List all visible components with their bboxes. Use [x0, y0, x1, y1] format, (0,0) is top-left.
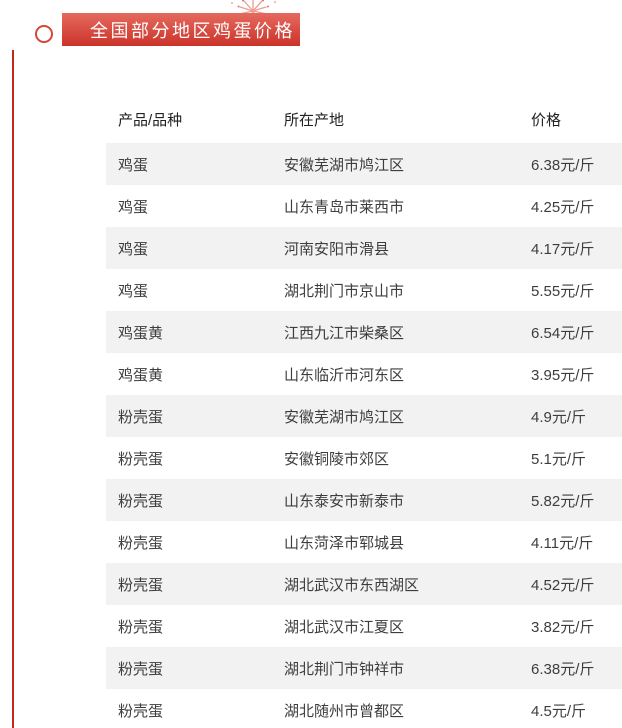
table-row: 鸡蛋 安徽芜湖市鸠江区 6.38元/斤 — [106, 143, 622, 185]
product-cell: 鸡蛋 — [118, 282, 149, 300]
column-header-price: 价格 — [531, 112, 562, 129]
origin-cell: 安徽芜湖市鸠江区 — [284, 156, 405, 174]
table-row: 鸡蛋 湖北荆门市京山市 5.55元/斤 — [106, 269, 622, 311]
price-table-body: 鸡蛋 安徽芜湖市鸠江区 6.38元/斤 鸡蛋 山东青岛市莱西市 4.25元/斤 鸡蛋 河南安阳… — [106, 143, 622, 728]
column-header-origin: 所在产地 — [284, 112, 345, 129]
table-row: 粉壳蛋 湖北荆门市钟祥市 6.38元/斤 — [106, 647, 622, 689]
origin-cell: 江西九江市柴桑区 — [284, 324, 405, 342]
table-row: 粉壳蛋 湖北武汉市东西湖区 4.52元/斤 — [106, 563, 622, 605]
price-cell: 5.1元/斤 — [531, 450, 587, 468]
origin-cell: 安徽芜湖市鸠江区 — [284, 408, 405, 426]
origin-cell: 湖北武汉市江夏区 — [284, 618, 405, 636]
circle-ring-decoration — [35, 25, 53, 43]
table-row: 粉壳蛋 湖北武汉市江夏区 3.82元/斤 — [106, 605, 622, 647]
vertical-line-decoration — [12, 50, 14, 728]
price-cell: 3.82元/斤 — [531, 618, 595, 636]
origin-cell: 山东菏泽市郓城县 — [284, 534, 405, 552]
price-cell: 6.38元/斤 — [531, 660, 595, 678]
origin-cell: 湖北荆门市钟祥市 — [284, 660, 405, 678]
page-title: 全国部分地区鸡蛋价格 — [90, 20, 295, 41]
product-cell: 粉壳蛋 — [118, 576, 164, 594]
price-cell: 4.5元/斤 — [531, 702, 587, 720]
table-row: 粉壳蛋 山东菏泽市郓城县 4.11元/斤 — [106, 521, 622, 563]
product-cell: 鸡蛋 — [118, 240, 149, 258]
price-cell: 4.52元/斤 — [531, 576, 595, 594]
price-cell: 4.17元/斤 — [531, 240, 595, 258]
price-cell: 4.9元/斤 — [531, 408, 587, 426]
table-row: 鸡蛋黄 山东临沂市河东区 3.95元/斤 — [106, 353, 622, 395]
table-row: 粉壳蛋 湖北随州市曾都区 4.5元/斤 — [106, 689, 622, 728]
origin-cell: 山东临沂市河东区 — [284, 366, 405, 384]
product-cell: 粉壳蛋 — [118, 534, 164, 552]
origin-cell: 湖北随州市曾都区 — [284, 702, 405, 720]
product-cell: 鸡蛋黄 — [118, 366, 164, 384]
column-header-product: 产品/品种 — [118, 112, 183, 129]
product-cell: 粉壳蛋 — [118, 702, 164, 720]
origin-cell: 湖北荆门市京山市 — [284, 282, 405, 300]
table-row: 粉壳蛋 山东泰安市新泰市 5.82元/斤 — [106, 479, 622, 521]
origin-cell: 湖北武汉市东西湖区 — [284, 576, 420, 594]
origin-cell: 山东泰安市新泰市 — [284, 492, 405, 510]
origin-cell: 山东青岛市莱西市 — [284, 198, 405, 216]
price-cell: 4.11元/斤 — [531, 534, 594, 552]
product-cell: 粉壳蛋 — [118, 492, 164, 510]
table-header-row: 产品/品种 所在产地 价格 — [106, 96, 622, 143]
price-cell: 6.54元/斤 — [531, 324, 595, 342]
product-cell: 粉壳蛋 — [118, 660, 164, 678]
table-row: 鸡蛋 河南安阳市滑县 4.17元/斤 — [106, 227, 622, 269]
price-table: 产品/品种 所在产地 价格 鸡蛋 安徽芜湖市鸠江区 6.38元/斤 鸡蛋 山东青岛市莱西… — [106, 96, 622, 728]
table-row: 鸡蛋 山东青岛市莱西市 4.25元/斤 — [106, 185, 622, 227]
title-banner: 全国部分地区鸡蛋价格 — [62, 13, 300, 46]
price-cell: 3.95元/斤 — [531, 366, 595, 384]
price-cell: 5.82元/斤 — [531, 492, 595, 510]
origin-cell: 河南安阳市滑县 — [284, 240, 390, 258]
product-cell: 鸡蛋 — [118, 156, 149, 174]
product-cell: 鸡蛋 — [118, 198, 149, 216]
table-row: 鸡蛋黄 江西九江市柴桑区 6.54元/斤 — [106, 311, 622, 353]
price-cell: 5.55元/斤 — [531, 282, 595, 300]
table-row: 粉壳蛋 安徽芜湖市鸠江区 4.9元/斤 — [106, 395, 622, 437]
product-cell: 粉壳蛋 — [118, 618, 164, 636]
table-row: 粉壳蛋 安徽铜陵市郊区 5.1元/斤 — [106, 437, 622, 479]
price-cell: 4.25元/斤 — [531, 198, 595, 216]
origin-cell: 安徽铜陵市郊区 — [284, 450, 390, 468]
price-cell: 6.38元/斤 — [531, 156, 595, 174]
product-cell: 鸡蛋黄 — [118, 324, 164, 342]
product-cell: 粉壳蛋 — [118, 450, 164, 468]
product-cell: 粉壳蛋 — [118, 408, 164, 426]
